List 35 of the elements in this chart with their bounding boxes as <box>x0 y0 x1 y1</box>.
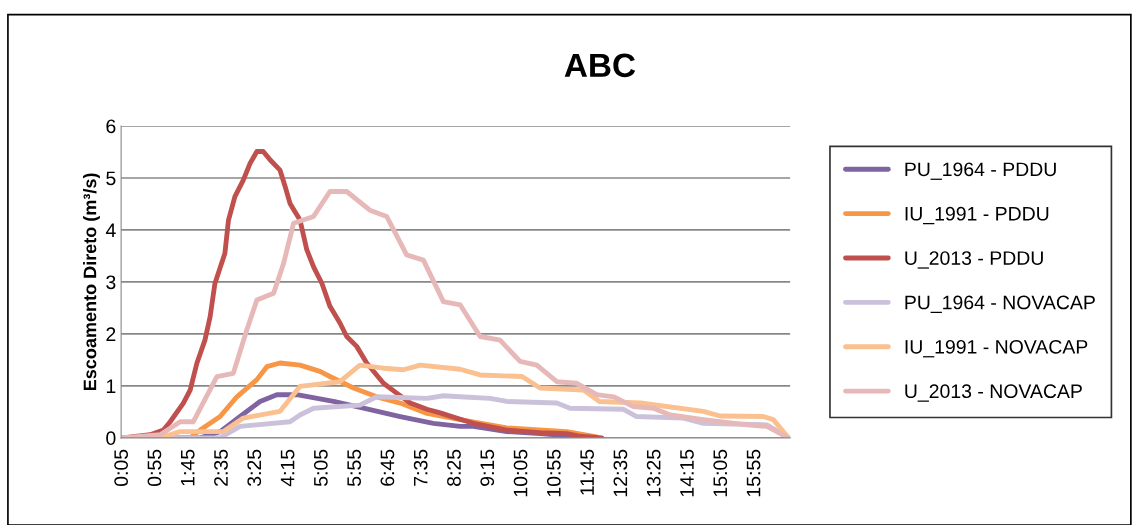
y-tick-label: 1 <box>106 379 116 393</box>
legend-label: IU_1991 - PDDU <box>905 206 1049 225</box>
y-tick-label: 2 <box>106 327 116 341</box>
x-tick-label: 14:15 <box>680 449 694 497</box>
x-tick-label: 10:55 <box>546 449 561 497</box>
x-tick-label: 0:55 <box>147 449 162 487</box>
legend-label: U_2013 - NOVACAP <box>905 384 1082 402</box>
x-tick-label: 3:25 <box>247 449 262 487</box>
x-tick-label: 11:45 <box>580 449 594 495</box>
x-tick-label: 13:25 <box>646 449 661 497</box>
x-tick-label: 5:55 <box>347 449 361 487</box>
y-tick-label: 0 <box>106 431 116 446</box>
legend-label: PU_1964 - PDDU <box>905 162 1056 180</box>
x-tick-label: 8:25 <box>447 449 461 486</box>
legend-label: U_2013 - PDDU <box>905 251 1043 269</box>
x-tick-label: 2:35 <box>214 449 228 486</box>
y-tick-label: 4 <box>105 223 116 237</box>
y-axis-title: Escoamento Direto (m³/s) <box>83 173 100 391</box>
x-tick-label: 1:45 <box>181 449 195 486</box>
chart-title: ABC <box>564 53 636 78</box>
x-tick-label: 4:15 <box>280 449 295 487</box>
y-tick-label: 6 <box>106 119 116 134</box>
y-tick-label: 3 <box>106 275 116 290</box>
legend-label: PU_1964 - NOVACAP <box>905 295 1095 314</box>
x-tick-label: 12:35 <box>613 449 628 497</box>
x-tick-label: 10:05 <box>513 449 528 497</box>
x-tick-label: 6:45 <box>380 449 395 486</box>
x-tick-label: 9:15 <box>480 449 495 486</box>
legend-label: IU_1991 - NOVACAP <box>905 339 1088 358</box>
y-tick-label: 5 <box>106 171 116 186</box>
x-tick-label: 7:35 <box>413 449 428 486</box>
x-tick-label: 0:05 <box>114 449 129 487</box>
x-tick-label: 15:05 <box>713 449 728 497</box>
x-tick-label: 5:05 <box>313 449 328 487</box>
x-tick-label: 15:55 <box>746 449 761 497</box>
